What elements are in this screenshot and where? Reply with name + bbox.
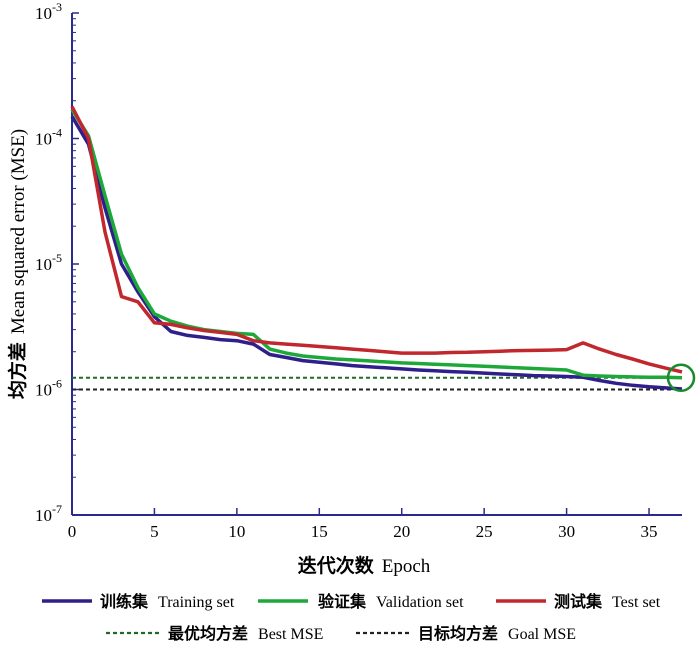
- x-tick-label: 30: [558, 522, 575, 541]
- plot-area: [72, 13, 682, 515]
- legend: 训练集 Training set 验证集 Validation set 测试集 Tes…: [42, 592, 661, 643]
- y-tick-label: 10-3: [35, 0, 62, 23]
- x-tick-label: 0: [68, 522, 77, 541]
- legend-item-best-mse: 最优均方差 Best MSE: [106, 624, 323, 643]
- reference-lines: [72, 376, 682, 391]
- x-ticks: 0 5 10 15 20 25 30 35: [68, 508, 658, 541]
- test-series-line: [70, 105, 683, 374]
- training-series-line: [70, 115, 683, 391]
- series-lines: [70, 105, 683, 391]
- y-tick-label: 10-5: [35, 251, 62, 274]
- x-tick-label: 20: [393, 522, 410, 541]
- x-tick-label: 10: [228, 522, 245, 541]
- y-tick-label: 10-6: [35, 377, 62, 400]
- best-epoch-marker: [666, 363, 696, 393]
- x-tick-label: 15: [311, 522, 328, 541]
- x-tick-label: 25: [476, 522, 493, 541]
- y-tick-label: 10-7: [35, 502, 62, 525]
- legend-item-test: 测试集 Test set: [496, 592, 661, 611]
- y-axis-title: 均方差Mean squared error (MSE): [6, 129, 29, 399]
- best-marker-group: [666, 363, 696, 393]
- y-tick-label: 10-4: [35, 126, 62, 149]
- x-axis-title: 迭代次数 Epoch: [298, 554, 431, 577]
- legend-item-training: 训练集 Training set: [42, 592, 235, 611]
- x-tick-label: 35: [641, 522, 658, 541]
- y-ticks: 10-7 10-6 10-5 10-4 10-3: [35, 0, 79, 525]
- validation-series-line: [70, 108, 683, 380]
- legend-item-validation: 验证集 Validation set: [258, 592, 464, 611]
- legend-item-goal-mse: 目标均方差 Goal MSE: [356, 624, 576, 643]
- x-tick-label: 5: [150, 522, 159, 541]
